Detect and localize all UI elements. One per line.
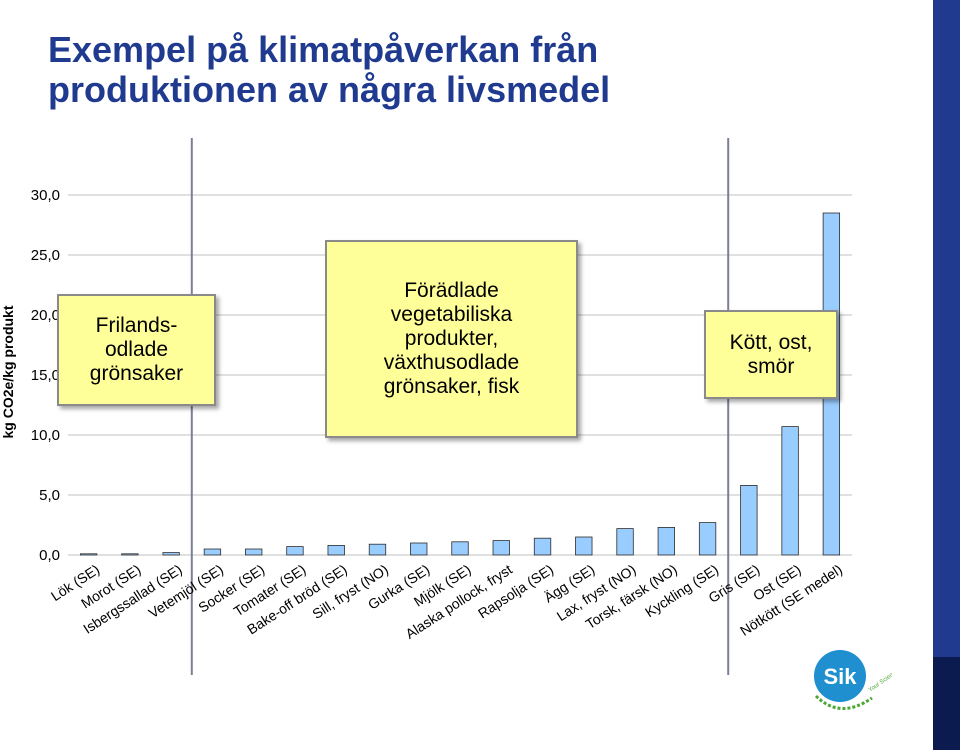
title-line-1: Exempel på klimatpåverkan från	[48, 29, 599, 70]
bar-chart: 0,0 5,0 10,0 15,0 20,0 25,0 30,0 Lök (SE)Morot…	[0, 138, 852, 675]
y-tick-label: 0,0	[39, 547, 60, 564]
y-tick-label: 5,0	[39, 487, 60, 504]
callout-b-line-4: växthusodlade	[383, 351, 520, 374]
logo-wordmark: Sik	[823, 664, 857, 689]
bar	[781, 426, 799, 556]
bar	[79, 553, 98, 556]
logo-circle	[814, 650, 866, 702]
y-tick-label: 30,0	[31, 187, 60, 204]
y-tick-label: 10,0	[31, 427, 60, 444]
bar	[533, 537, 552, 556]
y-tick-label: 25,0	[31, 247, 60, 264]
bar	[575, 536, 593, 556]
bar	[616, 528, 634, 556]
side-accent-bar	[933, 0, 960, 750]
bar	[162, 552, 180, 556]
x-tick-labels: Lök (SE)Morot (SE)Isbergssallad (SE)Vete…	[48, 561, 845, 642]
group-dividers	[190, 138, 730, 675]
callout-b-line-5: grönsaker, fisk	[383, 375, 520, 398]
callout-a-line-1: Frilands-	[95, 314, 178, 337]
bar	[698, 522, 717, 556]
bar	[286, 546, 304, 556]
bar	[327, 544, 345, 556]
bar	[203, 548, 222, 556]
bar	[410, 542, 428, 556]
callout-c-line-2: smör	[747, 354, 795, 378]
y-tick-labels: 0,0 5,0 10,0 15,0 20,0 25,0 30,0	[31, 187, 60, 564]
callout-b-line-2: vegetabiliska	[390, 303, 513, 326]
callout-processed-products: Förädlade vegetabiliska produkter, växth…	[325, 240, 578, 438]
bar	[451, 541, 469, 556]
callout-b-line-1: Förädlade	[404, 279, 499, 302]
bar-layer	[79, 212, 841, 556]
bar	[740, 484, 758, 556]
side-accent-bottom	[933, 657, 960, 750]
logo-tagline: Your Science Partner	[868, 656, 892, 693]
callout-c-line-1: Kött, ost,	[729, 330, 813, 354]
bar	[368, 543, 387, 556]
y-axis-label: kg CO2e/kg produkt	[0, 305, 16, 438]
sik-logo: Sik Your Science Partner	[814, 650, 892, 710]
slide-title: Exempel på klimatpåverkan från produktio…	[48, 30, 610, 110]
callout-meat-cheese-butter: Kött, ost, smör	[704, 310, 838, 399]
bar	[657, 526, 675, 556]
y-tick-label: 20,0	[31, 307, 60, 324]
y-tick-label: 15,0	[31, 367, 60, 384]
bar	[121, 553, 139, 556]
callout-b-line-3: produkter,	[404, 327, 499, 350]
bar	[492, 540, 510, 556]
bar	[245, 548, 263, 556]
title-line-2: produktionen av några livsmedel	[48, 69, 611, 110]
logo-green-swoosh	[814, 694, 873, 710]
callout-field-vegetables: Frilands- odlade grönsaker	[57, 294, 216, 406]
callout-a-line-2: odlade	[104, 338, 169, 361]
callout-a-line-3: grönsaker	[89, 362, 184, 385]
